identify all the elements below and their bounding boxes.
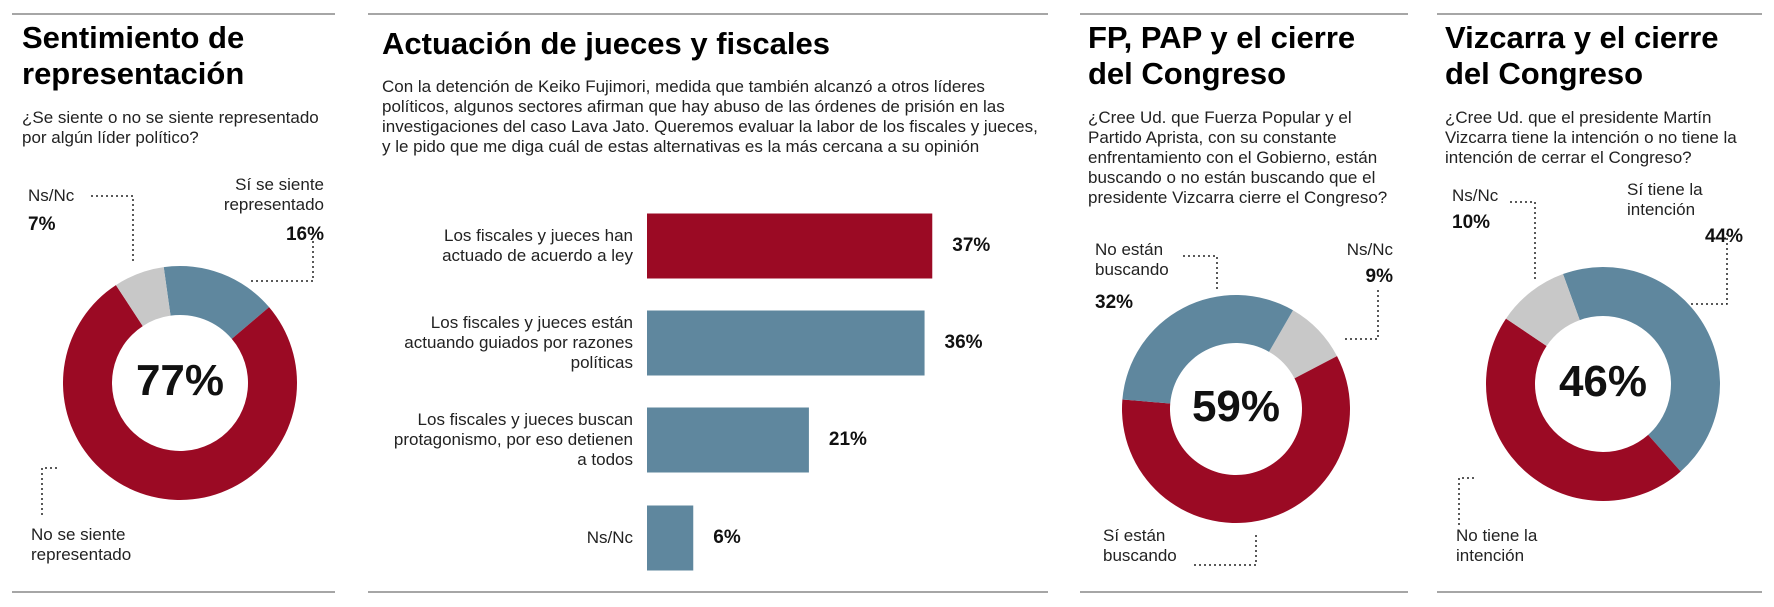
leader-line: [1691, 233, 1728, 305]
slice-label: No están buscando: [1095, 240, 1169, 279]
panel-title: Vizcarra y el cierre del Congreso: [1445, 20, 1719, 91]
center-label: 59%: [1191, 382, 1281, 431]
value-label: 32%: [1095, 292, 1134, 313]
donut-slice: [1506, 274, 1580, 346]
rules: [12, 13, 1762, 593]
slice-label: No tiene la intención: [1456, 526, 1538, 565]
bar: [647, 505, 694, 571]
category-label: Los fiscales y jueces buscan protagonism…: [393, 410, 633, 469]
value-label: 9%: [1365, 266, 1393, 287]
leader-line: [91, 195, 134, 262]
bar: [647, 407, 809, 473]
value-label: 16%: [285, 224, 324, 245]
donut-slice: [1486, 318, 1681, 502]
slice-label: Ns/Nc: [28, 186, 75, 205]
slice-label: Sí se siente representado: [223, 175, 324, 214]
panel-subtitle: Con la detención de Keiko Fujimori, medi…: [382, 77, 1038, 156]
bar: [647, 310, 925, 376]
leader-line: [1342, 290, 1379, 340]
value-label: 36%: [944, 332, 983, 353]
donut-slice: [1122, 295, 1293, 404]
donut-slice: [115, 267, 171, 327]
center-label: 77%: [135, 356, 225, 405]
leader-line: [251, 239, 314, 282]
panel-subtitle: ¿Se siente o no se siente representado p…: [22, 108, 319, 147]
slice-label: Ns/Nc: [1452, 186, 1499, 205]
value-label: 44%: [1704, 226, 1743, 247]
leader-line: [41, 467, 57, 517]
category-label: Los fiscales y jueces han actuado de acu…: [442, 226, 633, 265]
value-label: 7%: [28, 214, 56, 235]
panel-subtitle: ¿Cree Ud. que Fuerza Popular y el Partid…: [1088, 108, 1388, 207]
slice-label: No se siente representado: [31, 525, 132, 564]
value-label: 37%: [952, 235, 991, 256]
bar: [647, 213, 933, 279]
panel-title: FP, PAP y el cierre del Congreso: [1088, 20, 1356, 91]
slice-label: Ns/Nc: [1346, 240, 1393, 259]
value-label: 21%: [828, 429, 867, 450]
panel-subtitle: ¿Cree Ud. que el presidente Martín Vizca…: [1445, 108, 1737, 167]
leaders: [41, 195, 1728, 566]
value-label: 10%: [1452, 212, 1491, 233]
donut-slice: [1562, 267, 1720, 472]
panel-title: Sentimiento de representación: [22, 20, 245, 91]
center-label: 46%: [1558, 357, 1648, 406]
category-label: Ns/Nc: [586, 528, 633, 547]
donut-slice: [1269, 310, 1338, 379]
leader-line: [1510, 201, 1536, 279]
leader-line: [1183, 255, 1218, 290]
donut-slice: [63, 285, 298, 501]
value-label: 6%: [713, 527, 741, 548]
category-label: Los fiscales y jueces están actuando gui…: [404, 313, 633, 372]
leader-line: [1194, 534, 1257, 566]
panel-title: Actuación de jueces y fiscales: [382, 26, 830, 61]
slice-label: Sí tiene la intención: [1627, 180, 1703, 219]
donut-slice: [163, 266, 270, 339]
donut-slice: [1121, 356, 1351, 524]
leader-line: [1458, 477, 1475, 525]
slice-label: Sí están buscando: [1103, 526, 1177, 565]
